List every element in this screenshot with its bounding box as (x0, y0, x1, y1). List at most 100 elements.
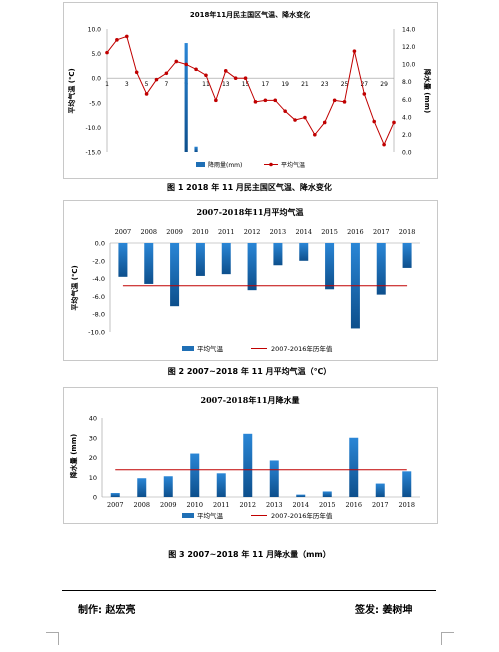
y-tick-label: 0.0 (95, 240, 105, 248)
x-tick-label: 2012 (244, 228, 261, 236)
y2-tick-label: 14.0 (402, 27, 416, 34)
precip-bar (110, 493, 120, 497)
y2-tick-label: 4.0 (402, 114, 412, 121)
chart-nov-temperature-2007-2018: 2007-2018年11月平均气温 2007 2008 2009 2010 2011 201… (70, 207, 420, 353)
temperature-bar (325, 243, 335, 290)
x-tick-label: 2017 (373, 228, 390, 236)
legend-swatch-precip (196, 162, 205, 167)
chart-title: 2007-2018年11月平均气温 (197, 207, 304, 217)
x-tick-label: 2015 (321, 228, 338, 236)
temperature-point (283, 109, 287, 113)
temperature-point (194, 67, 198, 72)
temperature-point (144, 92, 149, 96)
x-tick-label: 3 (125, 81, 129, 88)
y-tick-label: 0 (93, 494, 97, 502)
temperature-point (372, 119, 377, 124)
figure-3-frame: 2007-2018年11月降水量 40 30 20 10 0 降水量 (mm) 2007 200… (63, 387, 438, 524)
x-tick-label: 2014 (295, 228, 312, 236)
precip-bar (269, 460, 279, 497)
y-tick-label: 10.0 (88, 27, 102, 34)
y-tick-label: -8.0 (92, 311, 105, 319)
chart-title: 2007-2018年11月降水量 (201, 395, 300, 405)
made-by-label: 制作: 赵宏亮 (78, 605, 136, 616)
temperature-bar (402, 243, 412, 268)
temperature-point (223, 69, 228, 73)
x-tick-label: 27 (360, 81, 368, 88)
x-tick-label: 5 (145, 81, 149, 88)
x-tick-label: 11 (202, 81, 210, 88)
temperature-bar (144, 243, 154, 284)
y2-axis-label: 降水量 (mm) (423, 69, 432, 113)
y-tick-label: 30 (89, 434, 97, 442)
y2-tick-label: 2.0 (402, 132, 412, 139)
precip-bar (322, 491, 332, 497)
x-tick-label: 2007 (107, 501, 124, 509)
temperature-point (134, 70, 139, 75)
temperature-point (273, 98, 278, 103)
legend-label-average: 2007-2016年历年值 (271, 511, 333, 520)
x-tick-label: 13 (222, 81, 230, 88)
y2-tick-label: 0.0 (402, 150, 412, 157)
x-tick-label: 2010 (192, 228, 209, 236)
x-tick-label: 2013 (270, 228, 287, 236)
temperature-point (263, 98, 268, 103)
precip-bar (163, 476, 173, 497)
figure-3-caption: 图 3 2007~2018 年 11 月降水量（mm） (168, 550, 331, 559)
temperature-point (293, 118, 297, 122)
x-tick-label: 2009 (166, 228, 183, 236)
x-tick-label: 19 (281, 81, 289, 88)
crop-mark-left (46, 632, 59, 645)
legend-marker-temp (269, 162, 273, 167)
temperature-line (106, 35, 395, 146)
legend-label-bar: 平均气温 (197, 344, 224, 353)
y-tick-label: 40 (89, 415, 97, 423)
legend-swatch-bar (182, 346, 194, 351)
legend-label-bar: 平均气温 (197, 511, 224, 520)
temperature-point (322, 120, 327, 125)
y2-tick-label: 12.0 (402, 44, 416, 51)
temperature-bar (273, 243, 283, 266)
legend-label-precip: 降雨量(mm) (208, 161, 242, 169)
temperature-point (332, 98, 337, 103)
y-tick-label: -10.0 (85, 125, 101, 132)
x-tick-label: 2016 (347, 228, 364, 236)
y-axis-label: 平均气温 (℃) (67, 68, 76, 113)
temperature-point (115, 38, 119, 42)
precip-bar (194, 146, 198, 152)
x-tick-label: 29 (380, 81, 388, 88)
x-tick-label: 2012 (239, 501, 256, 509)
x-tick-label: 2018 (399, 228, 416, 236)
x-tick-label: 15 (242, 81, 250, 88)
precip-bar (349, 437, 359, 497)
crop-mark-right (441, 632, 454, 645)
precip-bar (296, 494, 306, 497)
temperature-bar (170, 243, 180, 307)
figure-1-caption: 图 1 2018 年 11 月民主国区气温、降水变化 (167, 183, 332, 192)
y-tick-label: 20 (89, 454, 97, 462)
x-tick-label: 2011 (218, 228, 235, 236)
temperature-point (303, 115, 307, 120)
temperature-bar (247, 243, 257, 291)
temperature-point (382, 142, 386, 147)
precip-bar (190, 453, 200, 497)
y-axis-label: 降水量 (mm) (69, 434, 78, 478)
precip-bar (184, 43, 188, 152)
x-tick-label: 17 (262, 81, 270, 88)
precip-bar (375, 483, 385, 497)
precip-bar (137, 478, 147, 497)
legend-label-temp: 平均气温 (281, 161, 305, 169)
x-tick-label: 25 (341, 81, 349, 88)
x-tick-label: 2015 (319, 501, 336, 509)
y-tick-label: -4.0 (92, 275, 105, 283)
x-tick-label: 1 (105, 81, 109, 88)
temperature-bar (118, 243, 128, 277)
x-tick-label: 2017 (372, 501, 389, 509)
y-tick-label: -10.0 (88, 329, 105, 337)
precip-bar (243, 433, 253, 497)
temperature-bar (299, 243, 309, 261)
temperature-point (362, 92, 367, 96)
temperature-point (154, 77, 159, 82)
x-tick-label: 21 (301, 81, 309, 88)
y-tick-label: 10 (89, 474, 97, 482)
temperature-bar (376, 243, 386, 295)
